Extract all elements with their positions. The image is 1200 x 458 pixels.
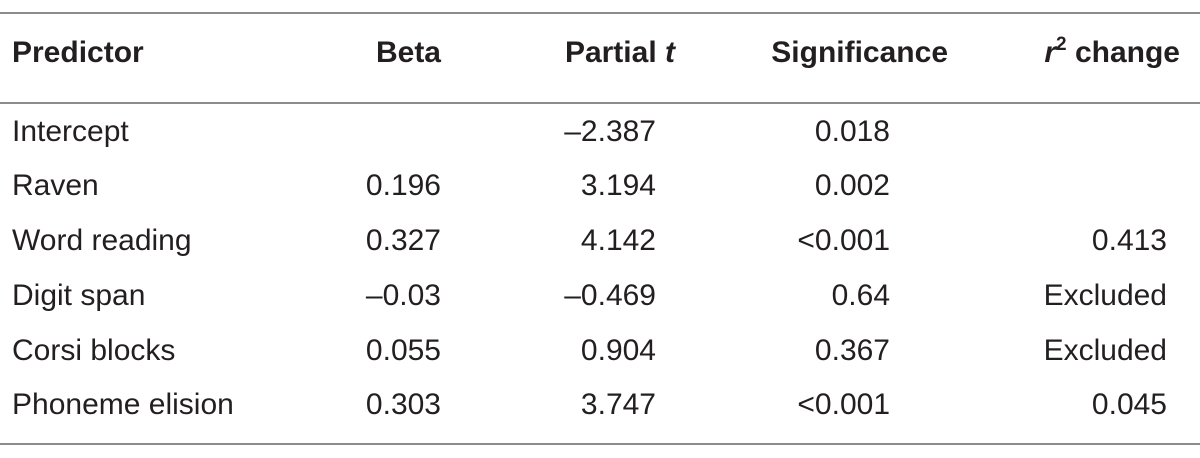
header-partial-t-prefix: Partial — [564, 36, 665, 69]
header-partial-t: Partial t — [520, 33, 675, 73]
cell-predictor: Intercept — [12, 115, 129, 148]
header-r2-change: r2 change — [984, 33, 1180, 73]
cell-predictor: Corsi blocks — [12, 334, 176, 367]
cell-beta: 0.196 — [365, 169, 441, 202]
cell-predictor: Digit span — [12, 279, 146, 312]
table-top-rule — [0, 12, 1200, 14]
cell-significance: 0.64 — [831, 279, 890, 312]
table-bottom-rule — [0, 443, 1200, 445]
table-row: Phoneme elision 0.303 3.747 <0.001 0.045 — [0, 385, 1200, 439]
table-row: Raven 0.196 3.194 0.002 — [0, 166, 1200, 220]
cell-partial-t: 0.904 — [580, 334, 656, 367]
table-row: Corsi blocks 0.055 0.904 0.367 Excluded — [0, 331, 1200, 385]
table-row: Intercept –2.387 0.018 — [0, 112, 1200, 166]
cell-significance: <0.001 — [797, 388, 890, 421]
header-r2-exponent: 2 — [1056, 34, 1067, 55]
cell-partial-t: 3.194 — [580, 169, 656, 202]
header-significance: Significance — [771, 36, 948, 69]
cell-predictor: Raven — [12, 169, 99, 202]
cell-beta: –0.03 — [365, 279, 441, 312]
cell-partial-t: –2.387 — [564, 115, 656, 148]
cell-partial-t: 4.142 — [580, 224, 656, 257]
table-header-rule — [0, 102, 1200, 104]
cell-r2-change: Excluded — [1043, 279, 1167, 312]
cell-r2-change: 0.045 — [1091, 388, 1167, 421]
cell-significance: <0.001 — [797, 224, 890, 257]
table-row: Digit span –0.03 –0.469 0.64 Excluded — [0, 276, 1200, 330]
header-r2-suffix: change — [1066, 36, 1180, 69]
cell-significance: 0.002 — [814, 169, 890, 202]
cell-predictor: Phoneme elision — [12, 388, 234, 421]
cell-beta: 0.327 — [365, 224, 441, 257]
header-partial-t-var: t — [665, 36, 675, 69]
cell-beta: 0.055 — [365, 334, 441, 367]
header-predictor: Predictor — [12, 36, 144, 69]
cell-beta: 0.303 — [365, 388, 441, 421]
table-header-row: Predictor Beta Partial t Significance r2… — [0, 33, 1200, 77]
cell-significance: 0.018 — [814, 115, 890, 148]
header-r2-var: r — [1044, 36, 1057, 69]
cell-significance: 0.367 — [814, 334, 890, 367]
cell-partial-t: 3.747 — [580, 388, 656, 421]
cell-predictor: Word reading — [12, 224, 192, 257]
cell-r2-change: Excluded — [1043, 334, 1167, 367]
cell-r2-change: 0.413 — [1091, 224, 1167, 257]
table-row: Word reading 0.327 4.142 <0.001 0.413 — [0, 221, 1200, 275]
header-beta: Beta — [375, 36, 441, 69]
cell-partial-t: –0.469 — [564, 279, 656, 312]
